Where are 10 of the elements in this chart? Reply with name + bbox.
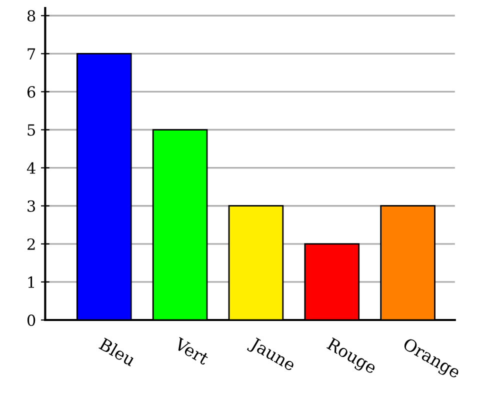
y-tick-label: 2 [27,238,35,250]
y-tick-label: 7 [28,48,36,60]
y-tick-label: 4 [26,162,36,174]
y-tick-label: 6 [27,86,36,98]
y-tick-label: 3 [28,200,36,212]
x-tick-label: Vert [173,337,210,366]
y-tick-label: 1 [28,276,34,288]
y-tick-label: 8 [27,10,36,22]
y-tick-label: 0 [27,314,36,326]
y-tick-label: 5 [28,124,35,136]
